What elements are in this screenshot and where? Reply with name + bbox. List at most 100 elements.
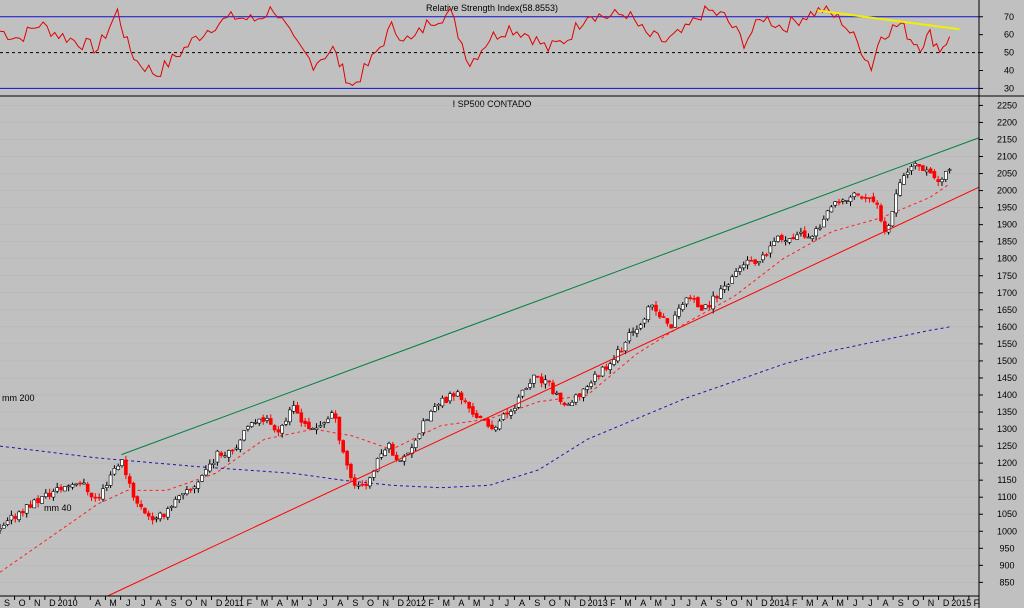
x-tick-label: A — [519, 598, 525, 608]
price-y-tick-label: 2050 — [997, 169, 1017, 179]
candle-body — [570, 402, 574, 406]
x-tick-label: A — [155, 598, 161, 608]
candle-body — [40, 496, 44, 504]
candle-body — [867, 197, 872, 199]
rsi-panel-background — [0, 0, 1024, 96]
candle-body — [0, 528, 2, 531]
candle-body — [215, 450, 220, 463]
candle-body — [943, 171, 948, 180]
candle-body — [844, 200, 849, 202]
candle-body — [333, 413, 338, 419]
candle-body — [932, 171, 937, 179]
price-y-tick-label: 1400 — [997, 390, 1017, 400]
candle-body — [474, 413, 479, 418]
candle-body — [852, 192, 857, 198]
candle-body — [650, 304, 655, 308]
candle-body — [432, 406, 437, 412]
candle-body — [356, 484, 361, 487]
candle-body — [799, 231, 803, 234]
x-tick-label: J — [505, 598, 510, 608]
candle-body — [36, 497, 40, 504]
candle-body — [127, 476, 132, 484]
candle-body — [551, 382, 555, 394]
price-y-tick-label: 900 — [999, 560, 1014, 570]
candle-body — [753, 259, 757, 264]
candle-body — [97, 496, 101, 499]
mm40-line — [0, 183, 950, 573]
rsi-panel: Relative Strength Index(58.8553) 30 40 50 6… — [0, 0, 1024, 96]
price-y-tick-label: 1300 — [997, 424, 1017, 434]
price-panel: I SP500 CONTADO mm 200 mm 40 850 900 950 10… — [0, 99, 1017, 597]
candle-body — [360, 483, 365, 486]
x-tick-label: A — [882, 598, 888, 608]
x-tick-label: A — [640, 598, 646, 608]
candle-body — [703, 304, 708, 309]
candle-body — [85, 483, 90, 493]
candle-body — [665, 318, 670, 324]
candle-body — [543, 379, 548, 385]
lower-trendline — [107, 186, 980, 597]
candle-body — [749, 259, 754, 262]
candle-body — [143, 507, 147, 514]
candle-body — [185, 489, 189, 495]
rsi-y-tick-label: 70 — [1004, 12, 1014, 22]
x-tick-label: D — [761, 598, 768, 608]
candle-body — [204, 469, 208, 476]
candle-body — [21, 510, 25, 514]
upper-trendline — [121, 137, 980, 456]
candle-body — [772, 241, 777, 246]
candle-body — [589, 382, 593, 387]
candle-body — [177, 495, 181, 500]
candle-body — [436, 403, 441, 407]
candle-body — [131, 482, 136, 498]
candle-body — [581, 388, 586, 398]
candle-body — [150, 516, 155, 521]
candle-body — [787, 238, 792, 243]
candle-body — [802, 230, 807, 238]
x-tick-label: M — [473, 598, 481, 608]
candle-body — [699, 304, 704, 311]
x-tick-label: O — [731, 598, 738, 608]
candle-body — [924, 169, 929, 173]
x-tick-label: J — [686, 598, 691, 608]
candle-body — [261, 417, 266, 422]
candle-body — [513, 408, 517, 411]
candle-body — [860, 196, 864, 199]
candle-body — [280, 424, 285, 434]
candle-body — [402, 455, 407, 462]
mm200-label: mm 200 — [2, 393, 35, 403]
candle-body — [490, 424, 494, 430]
x-tick-label: A — [701, 598, 707, 608]
x-tick-label: J — [868, 598, 873, 608]
price-y-tick-label: 1200 — [997, 458, 1017, 468]
x-tick-label: M — [655, 598, 663, 608]
price-y-tick-label: 2100 — [997, 152, 1017, 162]
candle-body — [913, 163, 918, 167]
candle-body — [642, 318, 647, 324]
candle-body — [234, 447, 239, 450]
candle-body — [669, 324, 674, 329]
price-y-tick-label: 2250 — [997, 100, 1017, 110]
x-tick-label: S — [898, 598, 904, 608]
candle-body — [741, 264, 746, 269]
x-tick-label: S — [716, 598, 722, 608]
candle-body — [169, 506, 174, 508]
candle-body — [249, 422, 254, 427]
candle-body — [211, 462, 216, 466]
x-tick-label: J — [489, 598, 494, 608]
candle-body — [425, 419, 429, 421]
candle-body — [902, 175, 906, 185]
candle-body — [390, 443, 395, 456]
candle-body — [413, 439, 418, 448]
candle-body — [730, 276, 735, 284]
x-tick-label: N — [382, 598, 389, 608]
candle-body — [677, 307, 681, 317]
candle-body — [406, 452, 410, 455]
candle-body — [814, 228, 818, 237]
x-tick-label: M — [109, 598, 117, 608]
x-tick-label: S — [534, 598, 540, 608]
x-tick-label: M — [836, 598, 844, 608]
candle-body — [711, 295, 716, 310]
candle-body — [59, 486, 63, 491]
candle-body — [398, 460, 403, 462]
